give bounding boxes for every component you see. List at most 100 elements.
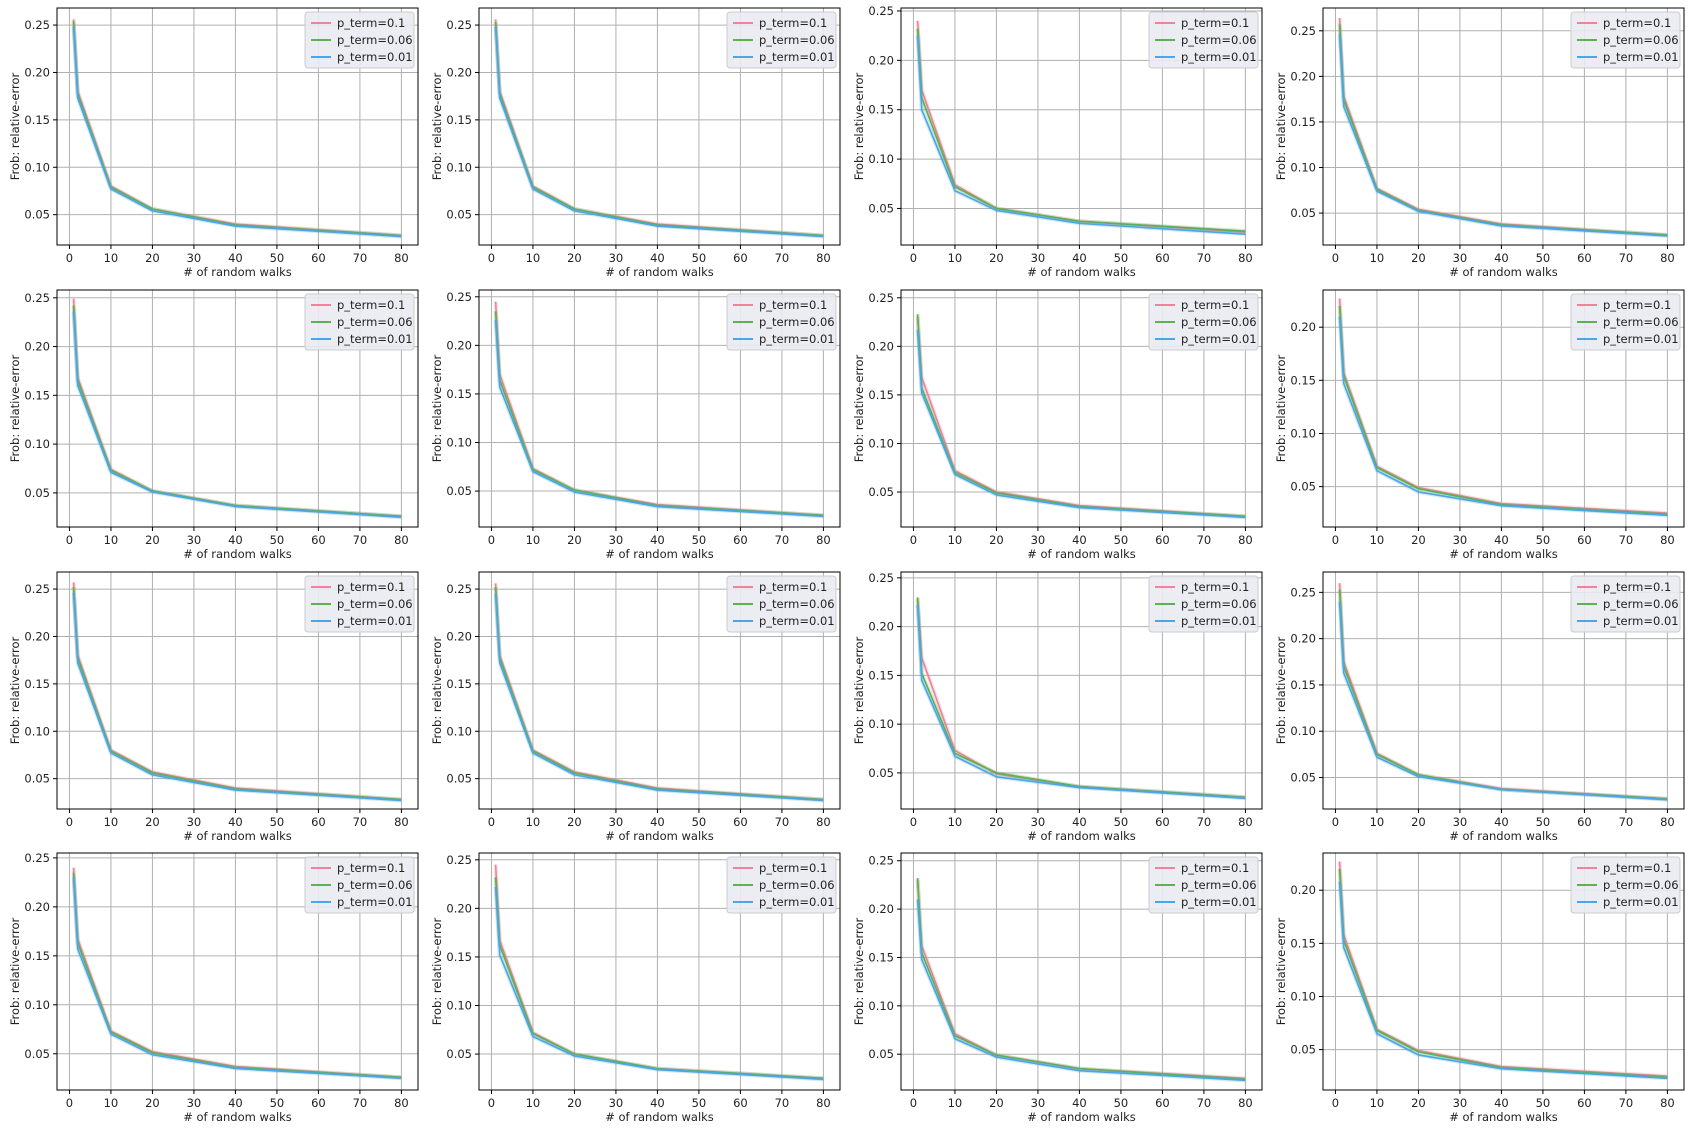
y-tick-label: 0.05 bbox=[868, 1047, 894, 1061]
series-band-3 bbox=[915, 899, 1246, 1083]
legend: p_term=0.1 p_term=0.06 p_term=0.01 bbox=[726, 293, 837, 351]
legend-label: p_term=0.06 bbox=[1603, 315, 1679, 329]
chart-panel-8: 0 10 20 30 40 50 60 70 80 0.05 0.10 0.15 0.20 # of ra… bbox=[1274, 289, 1685, 561]
legend: p_term=0.1 p_term=0.06 p_term=0.01 bbox=[1570, 575, 1681, 633]
x-tick-label: 80 bbox=[394, 815, 409, 829]
legend-label: p_term=0.06 bbox=[337, 878, 413, 892]
legend-label: p_term=0.06 bbox=[1181, 878, 1257, 892]
x-tick-label: 70 bbox=[1197, 815, 1212, 829]
x-tick-label: 80 bbox=[1660, 815, 1675, 829]
legend-label: p_term=0.1 bbox=[759, 861, 827, 875]
x-tick-label: 10 bbox=[1370, 533, 1385, 547]
y-tick-label: 0.20 bbox=[1290, 69, 1316, 83]
x-tick-label: 0 bbox=[910, 533, 917, 547]
legend-label: p_term=0.1 bbox=[1181, 16, 1249, 30]
x-tick-label: 0 bbox=[66, 815, 73, 829]
legend-label: p_term=0.06 bbox=[759, 597, 835, 611]
x-axis-label: # of random walks bbox=[183, 547, 292, 561]
legend-label: p_term=0.1 bbox=[337, 298, 405, 312]
y-axis-label: Frob: relative-error bbox=[1274, 917, 1288, 1025]
chart-panel-16: 0 10 20 30 40 50 60 70 80 0.05 0.10 0.15 0.20 # of ra… bbox=[1274, 852, 1685, 1124]
y-tick-label: 0.25 bbox=[868, 854, 894, 868]
y-tick-label: 0.15 bbox=[868, 668, 894, 682]
x-tick-label: 20 bbox=[145, 1096, 160, 1110]
chart-panel-6: 0 10 20 30 40 50 60 70 80 0.05 0.10 0.15 0.20 0.25 # o… bbox=[430, 289, 841, 561]
y-tick-label: 0.15 bbox=[1290, 373, 1316, 387]
y-tick-label: 0.05 bbox=[1290, 771, 1316, 785]
y-tick-label: 0.25 bbox=[1290, 24, 1316, 38]
x-tick-label: 10 bbox=[526, 1096, 541, 1110]
legend: p_term=0.1 p_term=0.06 p_term=0.01 bbox=[304, 11, 415, 69]
y-tick-label: 0.15 bbox=[446, 950, 472, 964]
y-tick-label: 0.25 bbox=[868, 291, 894, 305]
x-tick-label: 40 bbox=[228, 1096, 243, 1110]
y-tick-label: 0.15 bbox=[24, 388, 50, 402]
legend-label: p_term=0.01 bbox=[759, 895, 835, 909]
x-tick-label: 70 bbox=[1197, 1096, 1212, 1110]
x-axis-label: # of random walks bbox=[1449, 829, 1558, 843]
x-tick-label: 50 bbox=[270, 251, 285, 265]
x-tick-label: 70 bbox=[775, 815, 790, 829]
y-tick-label: 0.15 bbox=[868, 103, 894, 117]
y-axis-label: Frob: relative-error bbox=[8, 72, 22, 180]
x-tick-label: 80 bbox=[1238, 533, 1253, 547]
x-tick-label: 60 bbox=[1577, 251, 1592, 265]
plot-frame bbox=[478, 852, 841, 1091]
x-tick-label: 40 bbox=[650, 1096, 665, 1110]
legend: p_term=0.1 p_term=0.06 p_term=0.01 bbox=[304, 856, 415, 914]
x-axis-label: # of random walks bbox=[1027, 547, 1136, 561]
x-tick-label: 0 bbox=[1332, 533, 1339, 547]
legend-label: p_term=0.06 bbox=[759, 315, 835, 329]
legend: p_term=0.1 p_term=0.06 p_term=0.01 bbox=[1570, 856, 1681, 914]
x-tick-label: 30 bbox=[187, 251, 202, 265]
y-tick-label: 0.10 bbox=[24, 998, 50, 1012]
x-tick-label: 10 bbox=[526, 533, 541, 547]
plot-frame bbox=[478, 289, 841, 528]
x-tick-label: 10 bbox=[526, 251, 541, 265]
y-tick-label: 0.05 bbox=[446, 1047, 472, 1061]
x-tick-label: 60 bbox=[733, 1096, 748, 1110]
plot-frame bbox=[900, 7, 1263, 246]
x-tick-label: 80 bbox=[816, 1096, 831, 1110]
plot-frame bbox=[900, 852, 1263, 1091]
x-tick-label: 40 bbox=[1494, 1096, 1509, 1110]
x-tick-label: 70 bbox=[1619, 251, 1634, 265]
legend-label: p_term=0.01 bbox=[1181, 614, 1257, 628]
y-tick-label: 0.20 bbox=[868, 53, 894, 67]
x-tick-label: 50 bbox=[1114, 815, 1129, 829]
x-tick-label: 50 bbox=[692, 533, 707, 547]
x-tick-label: 50 bbox=[270, 1096, 285, 1110]
x-axis-label: # of random walks bbox=[605, 829, 714, 843]
y-tick-label: 0.20 bbox=[868, 339, 894, 353]
chart-panel-10: 0 10 20 30 40 50 60 70 80 0.05 0.10 0.15 0.20 0.25 # o… bbox=[430, 571, 841, 843]
legend-box bbox=[304, 11, 415, 69]
x-tick-label: 40 bbox=[1494, 815, 1509, 829]
legend-label: p_term=0.01 bbox=[759, 50, 835, 64]
x-axis-label: # of random walks bbox=[605, 547, 714, 561]
x-axis-label: # of random walks bbox=[605, 265, 714, 279]
y-axis-label: Frob: relative-error bbox=[8, 354, 22, 462]
y-axis-label: Frob: relative-error bbox=[8, 917, 22, 1025]
chart-panel-15: 0 10 20 30 40 50 60 70 80 0.05 0.10 0.15 0.20 0.25 # o… bbox=[852, 852, 1263, 1124]
legend-label: p_term=0.1 bbox=[1603, 16, 1671, 30]
x-tick-label: 30 bbox=[1031, 251, 1046, 265]
y-tick-label: 0.20 bbox=[1290, 883, 1316, 897]
y-axis-label: Frob: relative-error bbox=[8, 636, 22, 744]
y-tick-label: 0.10 bbox=[868, 436, 894, 450]
x-tick-label: 40 bbox=[228, 533, 243, 547]
chart-panel-5: 0 10 20 30 40 50 60 70 80 0.05 0.10 0.15 0.20 0.25 # o… bbox=[8, 289, 419, 561]
x-tick-label: 30 bbox=[1453, 1096, 1468, 1110]
x-tick-label: 60 bbox=[1155, 251, 1170, 265]
x-tick-label: 30 bbox=[609, 1096, 624, 1110]
x-tick-label: 70 bbox=[775, 251, 790, 265]
y-tick-label: 0.25 bbox=[446, 18, 472, 32]
x-tick-label: 0 bbox=[1332, 251, 1339, 265]
legend-box bbox=[304, 575, 415, 633]
y-tick-label: 0.05 bbox=[24, 1047, 50, 1061]
x-axis-label: # of random walks bbox=[1027, 1110, 1136, 1124]
y-tick-label: 0.15 bbox=[24, 949, 50, 963]
x-tick-label: 10 bbox=[104, 251, 119, 265]
y-axis-label: Frob: relative-error bbox=[430, 917, 444, 1025]
x-tick-label: 20 bbox=[989, 1096, 1004, 1110]
